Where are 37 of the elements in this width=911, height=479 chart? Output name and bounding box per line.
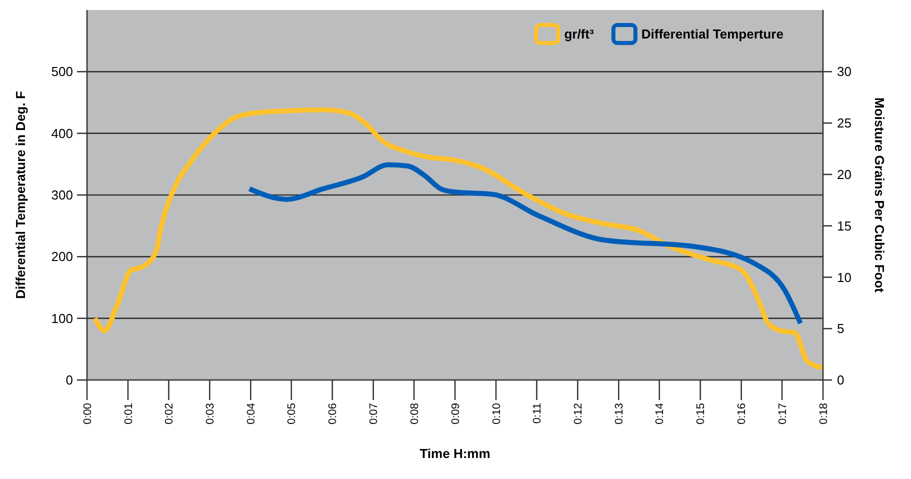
x-tick-label: 0:16 — [736, 403, 748, 424]
x-axis-title: Time H:mm — [420, 446, 490, 461]
x-tick-label: 0:08 — [408, 403, 421, 424]
y2-tick-label: 20 — [837, 166, 852, 182]
x-tick-label: 0:11 — [532, 403, 544, 424]
x-tick-label: 0:15 — [695, 403, 708, 424]
y2-tick-label: 5 — [837, 321, 844, 336]
x-tick-label: 0:01 — [122, 403, 135, 424]
x-tick-label: 0:13 — [613, 403, 626, 424]
y2-tick-label: 25 — [837, 116, 852, 131]
x-tick-label: 0:14 — [654, 403, 666, 424]
x-tick-label: 0:12 — [572, 403, 585, 424]
y-tick-label: 500 — [51, 64, 73, 80]
y-tick-label: 400 — [51, 126, 73, 141]
x-tick-label: 0:05 — [286, 403, 298, 424]
y-tick-label: 300 — [51, 188, 73, 203]
y2-tick-label: 0 — [837, 372, 844, 388]
y-tick-label: 200 — [51, 249, 73, 264]
y2-axis-title: Moisture Grains Per Cubic Foot — [872, 97, 887, 294]
x-tick-label: 0:00 — [82, 403, 94, 424]
legend-label: gr/ft³ — [564, 26, 594, 42]
y-tick-label: 0 — [66, 372, 73, 388]
y2-tick-label: 15 — [837, 218, 852, 234]
y2-tick-label: 30 — [837, 64, 852, 80]
x-tick-label: 0:03 — [204, 403, 217, 424]
x-tick-label: 0:09 — [450, 403, 462, 424]
x-tick-label: 0:17 — [776, 403, 789, 424]
x-tick-label: 0:18 — [818, 403, 830, 424]
x-tick-label: 0:02 — [164, 403, 176, 424]
x-tick-label: 0:07 — [368, 403, 380, 424]
y-tick-label: 100 — [51, 310, 73, 326]
x-tick-label: 0:04 — [245, 403, 258, 424]
y-axis-title: Differential Temperature in Deg. F — [13, 91, 28, 299]
x-tick-label: 0:06 — [327, 403, 340, 424]
x-tick-label: 0:10 — [490, 403, 503, 424]
legend-label: Differential Temperture — [641, 26, 784, 42]
y2-tick-label: 10 — [837, 270, 852, 285]
